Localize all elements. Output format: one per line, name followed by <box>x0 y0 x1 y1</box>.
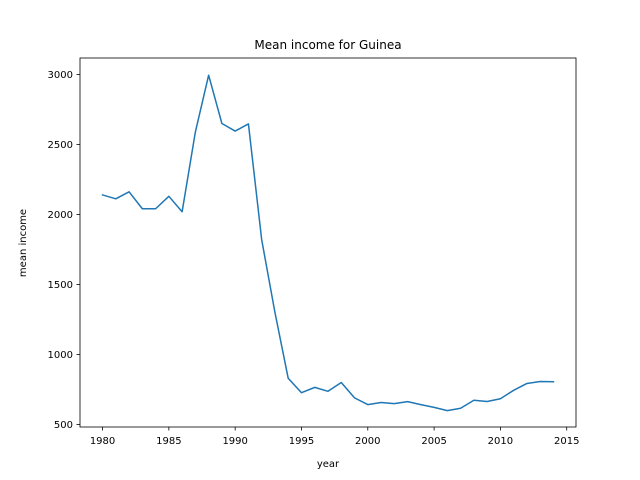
y-axis-label: mean income <box>18 209 29 277</box>
y-tick-label-2000: 2000 <box>48 210 73 221</box>
y-tick-label-1500: 1500 <box>48 280 73 291</box>
x-tick-label-2000: 2000 <box>355 436 380 447</box>
x-axis-label: year <box>317 459 340 470</box>
x-tick-label-1990: 1990 <box>222 436 247 447</box>
x-tick-label-1985: 1985 <box>156 436 181 447</box>
chart-title: Mean income for Guinea <box>254 38 401 52</box>
plot-area: 1980 1985 1990 1995 2000 2005 2010 2015 500 1000 1… <box>48 57 579 447</box>
x-tick-label-1980: 1980 <box>90 436 115 447</box>
y-tick-label-500: 500 <box>54 420 73 431</box>
axes-frame <box>79 57 577 428</box>
y-tick-label-1000: 1000 <box>48 350 73 361</box>
y-tick-label-2500: 2500 <box>48 140 73 151</box>
x-tick-label-2015: 2015 <box>554 436 579 447</box>
series-line-0 <box>101 74 555 412</box>
x-tick-label-2010: 2010 <box>488 436 513 447</box>
x-tick-label-2005: 2005 <box>421 436 446 447</box>
y-tick-label-3000: 3000 <box>48 70 73 81</box>
x-tick-label-1995: 1995 <box>289 436 314 447</box>
